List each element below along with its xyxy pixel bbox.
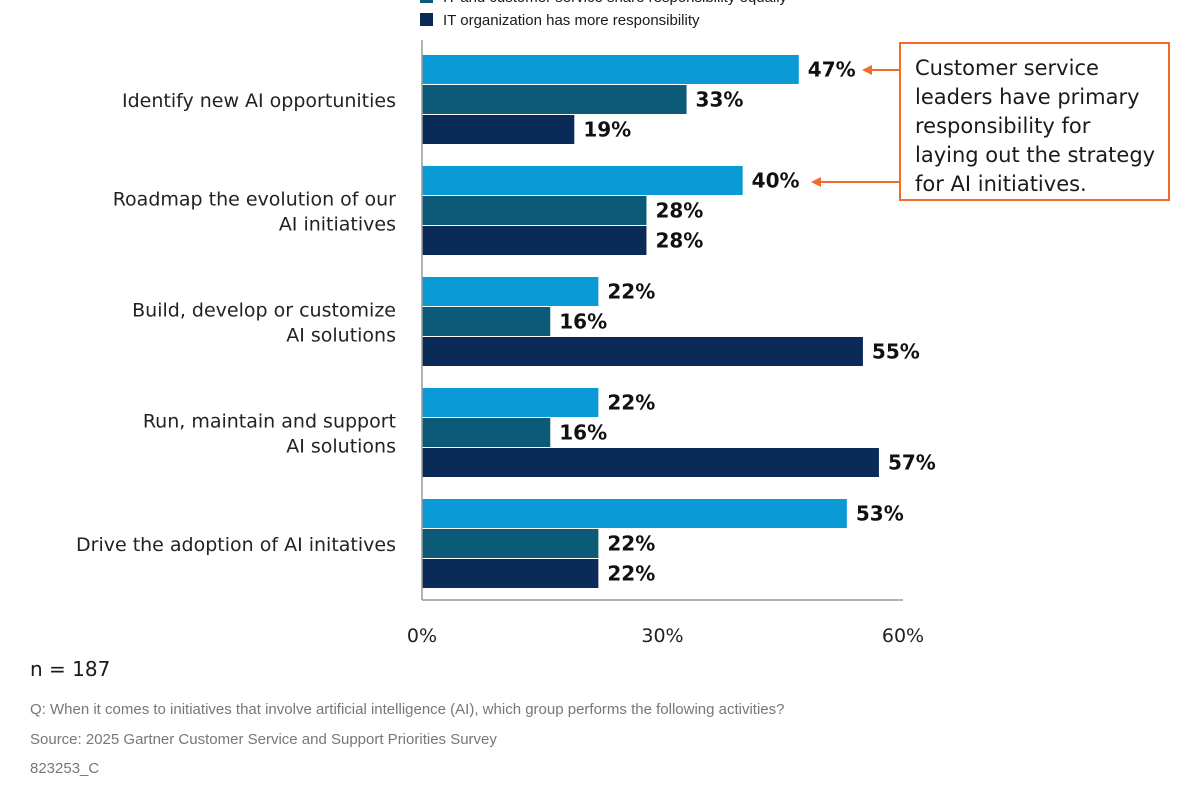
survey-question: Q: When it comes to initiatives that inv… [30,701,785,718]
bar [422,529,599,558]
callout-box: Customer service leaders have primary re… [899,42,1170,201]
data-label: 28% [655,229,703,253]
x-tick-label: 30% [641,625,683,647]
bar [422,337,863,366]
bar [422,499,847,528]
bar [422,226,647,255]
bar [422,115,575,144]
bar [422,277,599,306]
data-label: 19% [583,118,631,142]
data-label: 22% [607,532,655,556]
x-tick-label: 60% [882,625,924,647]
category-label: AI solutions [286,325,396,347]
bar [422,166,743,195]
data-label: 22% [607,562,655,586]
bar [422,388,599,417]
category-label: Build, develop or customize [132,300,396,322]
bar [422,307,551,336]
legend-label: IT organization has more responsibility [443,12,700,29]
category-label: Drive the adoption of AI initatives [76,534,396,556]
data-label: 16% [559,421,607,445]
category-label: Run, maintain and support [143,411,396,433]
callout-text: Customer service leaders have primary re… [915,56,1156,196]
callout-arrowhead [862,65,872,75]
bar [422,418,551,447]
figure-id: 823253_C [30,760,100,777]
data-label: 55% [872,340,920,364]
source-note: Source: 2025 Gartner Customer Service an… [30,731,497,748]
data-label: 22% [607,391,655,415]
bar [422,85,687,114]
category-label: Identify new AI opportunities [122,90,396,112]
category-label: AI solutions [286,436,396,458]
bar [422,196,647,225]
data-label: 22% [607,280,655,304]
data-label: 47% [808,58,856,82]
category-label: Roadmap the evolution of our [113,189,396,211]
legend-swatch [420,0,433,3]
bar [422,559,599,588]
data-label: 57% [888,451,936,475]
sample-size: n = 187 [30,657,111,681]
x-tick-label: 0% [407,625,437,647]
legend-label: IT and customer service share responsibi… [443,0,788,6]
category-label: AI initiatives [279,214,396,236]
bar [422,448,879,477]
callout-arrowhead [811,177,821,187]
legend-swatch [420,13,433,26]
data-label: 16% [559,310,607,334]
bar [422,55,799,84]
data-label: 53% [856,502,904,526]
data-label: 28% [655,199,703,223]
data-label: 33% [696,88,744,112]
data-label: 40% [752,169,800,193]
